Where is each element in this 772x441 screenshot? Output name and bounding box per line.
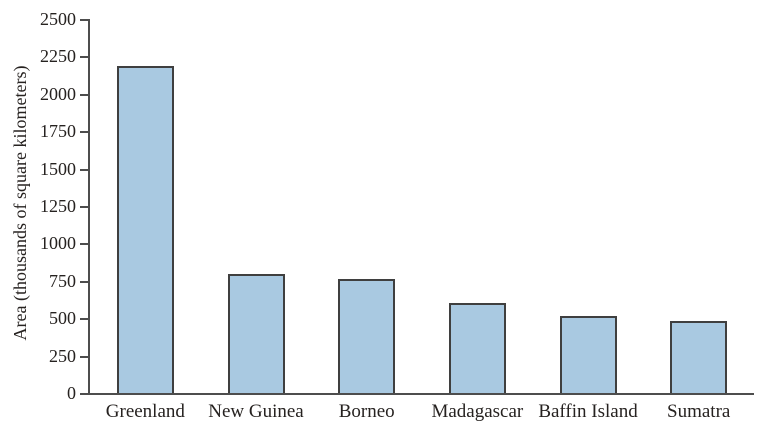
bar-slot <box>643 19 754 393</box>
x-axis-labels: Greenland New Guinea Borneo Madagascar Baffi… <box>90 401 754 423</box>
y-tick-label: 2500 <box>40 9 76 29</box>
y-tick-label: 1750 <box>40 121 76 142</box>
x-category-label: New Guinea <box>208 401 304 422</box>
x-category-label: Madagascar <box>431 401 524 422</box>
bar-sumatra <box>670 321 728 393</box>
bar-greenland <box>116 66 174 393</box>
y-tick-mark <box>80 168 90 171</box>
y-tick-mark <box>80 56 90 59</box>
y-tick-label: 1250 <box>40 196 76 216</box>
x-category-label: Borneo <box>338 401 395 422</box>
y-tick-mark <box>80 318 90 321</box>
bar-borneo <box>338 279 396 393</box>
bar-slot <box>90 19 201 393</box>
y-tick-mark <box>80 280 90 283</box>
x-category-label: Baffin Island <box>538 401 638 422</box>
y-tick-mark <box>80 355 90 358</box>
plot-area: 0 250 500 750 1000 1250 1500 1750 2000 2250 2500 <box>40 9 754 403</box>
bar-new-guinea <box>227 274 285 393</box>
bar-madagascar <box>448 303 506 393</box>
x-category-label: Greenland <box>105 401 185 422</box>
y-tick-mark <box>80 393 90 395</box>
bar-slot <box>311 19 422 393</box>
y-tick-label: 1000 <box>40 233 76 254</box>
y-tick-label: 0 <box>67 383 76 403</box>
y-tick-label: 1500 <box>40 158 76 179</box>
y-tick-mark <box>80 19 90 21</box>
y-tick-label: 500 <box>49 308 76 329</box>
y-tick-mark <box>80 243 90 246</box>
y-tick-mark <box>80 206 90 208</box>
y-tick-label: 250 <box>49 345 76 366</box>
bar-baffin-island <box>559 316 617 393</box>
y-tick-label: 2000 <box>40 83 76 104</box>
x-category-label: Sumatra <box>667 401 731 422</box>
y-tick-mark <box>80 131 90 134</box>
bars-container <box>90 19 754 393</box>
y-tick-mark <box>80 93 90 96</box>
bar-slot <box>533 19 644 393</box>
y-tick-label: 750 <box>49 270 76 291</box>
y-tick-label: 2250 <box>40 46 76 67</box>
bar-slot <box>201 19 312 393</box>
bar-slot <box>422 19 533 393</box>
